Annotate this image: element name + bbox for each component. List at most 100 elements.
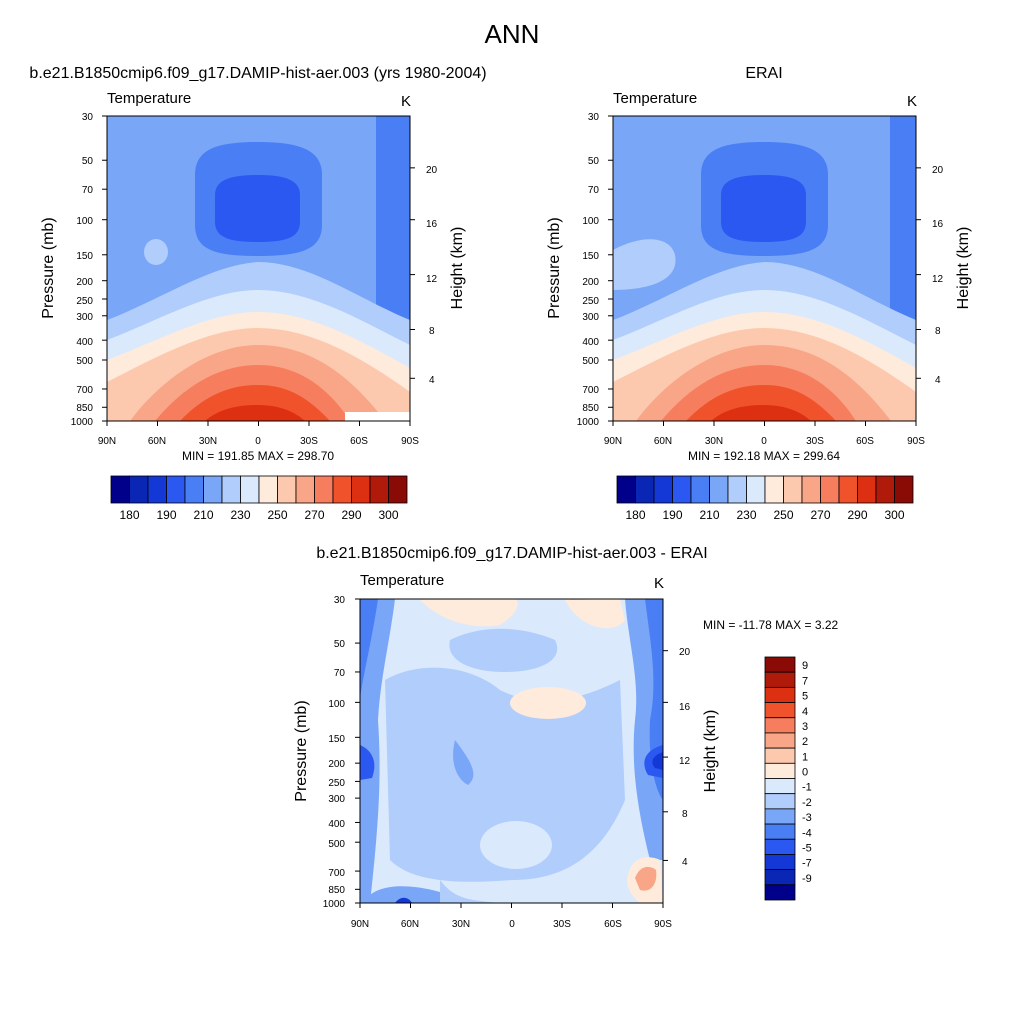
colorbar-label: 300 [884, 508, 904, 522]
colorbar-label: -5 [802, 842, 812, 854]
y-tick-label: 70 [588, 185, 600, 196]
y2-tick-label: 16 [679, 702, 691, 713]
y2-tick-label: 8 [429, 326, 435, 337]
colorbar-label: 290 [341, 508, 361, 522]
colorbar-label: 7 [802, 675, 808, 687]
y-tick-label: 30 [334, 595, 346, 606]
colorbar-swatch [764, 884, 796, 901]
x-tick-label: 90S [401, 436, 419, 447]
y-tick-label: 700 [582, 385, 599, 396]
x-tick-label: 30S [300, 436, 318, 447]
y2-tick-label: 4 [429, 375, 435, 386]
y-tick-label: 150 [582, 251, 599, 262]
panel-diff-y2-ticks: 20 16 12 8 4 [679, 647, 691, 868]
colorbar-label: 4 [802, 706, 808, 718]
colorbar-swatch [672, 475, 692, 504]
y-tick-label: 50 [588, 156, 600, 167]
x-tick-label: 30N [452, 919, 470, 930]
colorbar-swatch [166, 475, 186, 504]
y2-tick-label: 12 [679, 756, 691, 767]
colorbar-swatch [369, 475, 389, 504]
y2-tick-label: 16 [426, 219, 438, 230]
colorbar-label: 9 [802, 660, 808, 672]
y-tick-label: 500 [582, 356, 599, 367]
y-tick-label: 200 [582, 277, 599, 288]
panel-obs-y2-ticks: 20 16 12 8 4 [932, 165, 944, 386]
panel-diff-title: b.e21.B1850cmip6.f09_g17.DAMIP-hist-aer.… [316, 545, 707, 562]
y2-tick-label: 20 [679, 647, 691, 658]
y-tick-label: 150 [76, 251, 93, 262]
colorbar-swatch [801, 475, 821, 504]
panel-obs-y-axis-label: Pressure (mb) [546, 217, 563, 318]
colorbar-swatch [764, 747, 796, 764]
colorbar-label: -2 [802, 797, 812, 809]
colorbar-swatch [875, 475, 895, 504]
colorbar-label: 2 [802, 736, 808, 748]
x-tick-label: 30N [199, 436, 217, 447]
panel-model-minmax: MIN = 191.85 MAX = 298.70 [182, 449, 334, 463]
y-tick-label: 300 [76, 312, 93, 323]
colorbar-swatch [764, 671, 796, 688]
colorbar-label: 190 [156, 508, 176, 522]
colorbar-swatch [764, 762, 796, 779]
panel-obs-variable-label: Temperature [613, 90, 697, 107]
colorbar-label: 270 [304, 508, 324, 522]
colorbar-label: 3 [802, 721, 808, 733]
colorbar-label: 230 [230, 508, 250, 522]
colorbar-swatch [351, 475, 371, 504]
colorbar-swatch [838, 475, 858, 504]
colorbar-swatch [764, 869, 796, 886]
x-tick-label: 90S [907, 436, 925, 447]
panel-diff-minmax: MIN = -11.78 MAX = 3.22 [703, 618, 839, 632]
colorbar-swatch [783, 475, 803, 504]
colorbar-swatch [764, 793, 796, 810]
y-tick-label: 30 [588, 112, 600, 123]
y-tick-label: 400 [582, 337, 599, 348]
colorbar-swatch [240, 475, 260, 504]
panel-model-units-label: K [401, 93, 411, 110]
x-tick-label: 60S [856, 436, 874, 447]
y-tick-label: 850 [328, 885, 345, 896]
figure-title: ANN [485, 19, 540, 49]
x-tick-label: 60N [148, 436, 166, 447]
colorbar-swatch [295, 475, 315, 504]
y2-tick-label: 4 [935, 375, 941, 386]
colorbar-swatch [258, 475, 278, 504]
colorbar-swatch [764, 475, 784, 504]
axis-tick-marks [608, 115, 921, 426]
y-tick-label: 300 [582, 312, 599, 323]
panel-diff-variable-label: Temperature [360, 572, 444, 589]
colorbar-swatch [277, 475, 297, 504]
y-tick-label: 300 [328, 794, 345, 805]
y-tick-label: 30 [82, 112, 94, 123]
colorbar-label: 250 [773, 508, 793, 522]
y-tick-label: 1000 [71, 417, 94, 428]
y2-tick-label: 12 [932, 274, 944, 285]
x-tick-label: 90S [654, 919, 672, 930]
panel-model-colorbar: 180 190 210 230 250 270 290 300 [110, 475, 408, 522]
x-tick-label: 0 [509, 919, 515, 930]
y-tick-label: 1000 [577, 417, 600, 428]
colorbar-label: 1 [802, 751, 808, 763]
colorbar-label: 290 [847, 508, 867, 522]
y-tick-label: 50 [82, 156, 94, 167]
colorbar-label: 230 [736, 508, 756, 522]
colorbar-swatch [110, 475, 130, 504]
y-tick-label: 850 [582, 403, 599, 414]
colorbar-swatch [129, 475, 149, 504]
x-tick-label: 30S [553, 919, 571, 930]
colorbar-swatch [764, 656, 796, 673]
panel-diff-units-label: K [654, 575, 664, 592]
y-tick-label: 100 [582, 216, 599, 227]
colorbar-label: -9 [802, 873, 812, 885]
panel-diff-y-axis-label: Pressure (mb) [293, 700, 310, 801]
colorbar-swatch [820, 475, 840, 504]
x-tick-label: 0 [255, 436, 261, 447]
x-tick-label: 90N [98, 436, 116, 447]
y-tick-label: 500 [328, 839, 345, 850]
y-tick-label: 400 [328, 819, 345, 830]
colorbar-label: -3 [802, 812, 812, 824]
colorbar-swatch [764, 702, 796, 719]
colorbar-swatch [388, 475, 408, 504]
y-tick-label: 250 [76, 296, 93, 307]
